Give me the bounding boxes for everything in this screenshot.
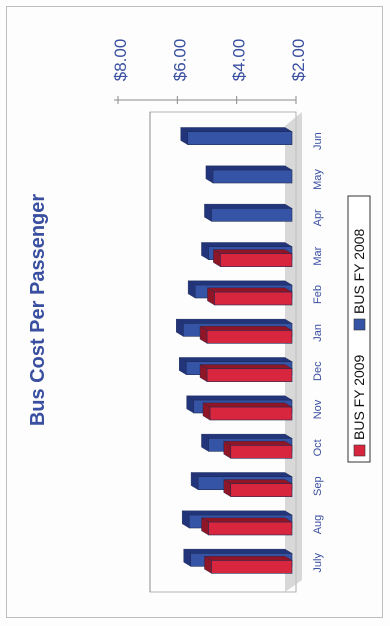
legend-swatch-fy2008 xyxy=(353,318,366,331)
bar-fy2009 xyxy=(230,445,293,459)
value-tick-labels: $8.00 $6.00 $4.00 $2.00 xyxy=(111,39,308,82)
value-tick-label: $6.00 xyxy=(170,39,189,82)
bar-fy2009-top xyxy=(223,479,293,484)
category-label: Oct xyxy=(312,439,324,456)
chart-floor xyxy=(149,111,302,593)
bar-fy2008-cap xyxy=(201,433,209,452)
category-label: May xyxy=(312,169,324,190)
bar-fy2009-top xyxy=(223,440,293,446)
bar-fy2008-top xyxy=(200,242,293,247)
bar-fy2008-top xyxy=(178,357,293,362)
legend-swatch-fy2009 xyxy=(353,444,366,457)
bar-fy2008-cap xyxy=(186,395,194,414)
category-label: Sep xyxy=(312,476,324,496)
category-label: Jun xyxy=(312,132,324,150)
bar-fy2009 xyxy=(209,406,293,421)
bar-fy2009-top xyxy=(206,287,293,293)
bar-fy2008-cap xyxy=(183,548,191,567)
bar-fy2008-cap xyxy=(179,357,187,376)
category-label: July xyxy=(312,553,324,573)
plot-floor xyxy=(285,112,302,592)
category-labels: July Aug Sep Oct Nov Dec Jan Feb Mar Apr May Jun xyxy=(312,132,324,572)
bar-fy2009-top xyxy=(199,364,293,369)
bar-fy2008-cap xyxy=(181,510,190,529)
bar-fy2009-top xyxy=(203,555,293,561)
chart-title: Bus Cost Per Passenger xyxy=(27,194,49,427)
bar-fy2009 xyxy=(206,368,293,382)
legend-label-fy2009: BUS FY 2009 xyxy=(351,354,367,440)
bar-fy2008-top xyxy=(181,510,293,516)
bar-fy2008-cap xyxy=(205,165,214,184)
category-label: Apr xyxy=(312,209,324,226)
category-label: Mar xyxy=(312,246,324,265)
bar-fy2008-cap xyxy=(204,203,212,222)
bar-fy2008 xyxy=(212,169,293,184)
value-axis-line xyxy=(114,96,297,104)
bar-fy2009-top xyxy=(202,402,293,408)
bar-fy2008 xyxy=(211,208,293,222)
legend-label-fy2008: BUS FY 2008 xyxy=(351,228,367,314)
legend-group: BUS FY 2009 BUS FY 2008 xyxy=(347,195,371,463)
bar-fy2008-top xyxy=(175,318,293,324)
bars xyxy=(175,127,293,574)
bar-fy2008-top xyxy=(185,395,293,401)
bar-fy2008-cap xyxy=(190,472,199,491)
bar-fy2009 xyxy=(220,253,293,267)
chart-border xyxy=(6,6,383,618)
bar-fy2008 xyxy=(187,131,293,145)
legend: BUS FY 2009 BUS FY 2008 xyxy=(347,195,371,463)
bar-fy2008-top xyxy=(205,165,293,171)
bar-fy2009-cap xyxy=(204,555,212,574)
category-label: Jan xyxy=(312,324,324,342)
value-tick-label: $2.00 xyxy=(289,39,308,82)
bar-fy2009-cap xyxy=(202,402,211,421)
bar-fy2009 xyxy=(211,560,293,574)
bar-fy2009-cap xyxy=(201,517,209,536)
bar-fy2008-cap xyxy=(201,242,209,261)
bar-fy2008-top xyxy=(179,127,293,132)
bar-fy2009-cap xyxy=(199,364,208,383)
category-label: Dec xyxy=(312,361,324,381)
bar-fy2008-top xyxy=(182,548,293,554)
category-label: Feb xyxy=(312,285,324,304)
bar-fy2009-top xyxy=(200,517,293,523)
value-tick-label: $8.00 xyxy=(111,39,130,82)
bar-fy2009-cap xyxy=(213,249,221,268)
bar-fy2008-cap xyxy=(180,127,188,146)
bar-fy2009-cap xyxy=(223,479,231,498)
category-label: Nov xyxy=(312,399,324,419)
bar-fy2008-cap xyxy=(176,318,184,337)
bar-fy2009-cap xyxy=(223,440,231,459)
bar-fy2009-cap xyxy=(199,325,208,344)
bar-fy2009 xyxy=(206,330,293,344)
category-label: Aug xyxy=(312,515,324,535)
bar-fy2009 xyxy=(230,483,293,497)
bar-fy2009-cap xyxy=(207,287,215,306)
bar-fy2008-top xyxy=(187,280,293,286)
bar-fy2009 xyxy=(214,291,293,306)
bar-fy2008-top xyxy=(190,472,293,477)
bar-fy2009 xyxy=(208,521,293,536)
bar-fy2009-top xyxy=(212,249,293,254)
bar-fy2009-top xyxy=(199,325,293,331)
bar-fy2008-top xyxy=(200,433,293,439)
value-tick-label: $4.00 xyxy=(230,39,249,82)
bar-fy2008-top xyxy=(203,203,293,209)
bar-fy2008-cap xyxy=(187,280,196,299)
